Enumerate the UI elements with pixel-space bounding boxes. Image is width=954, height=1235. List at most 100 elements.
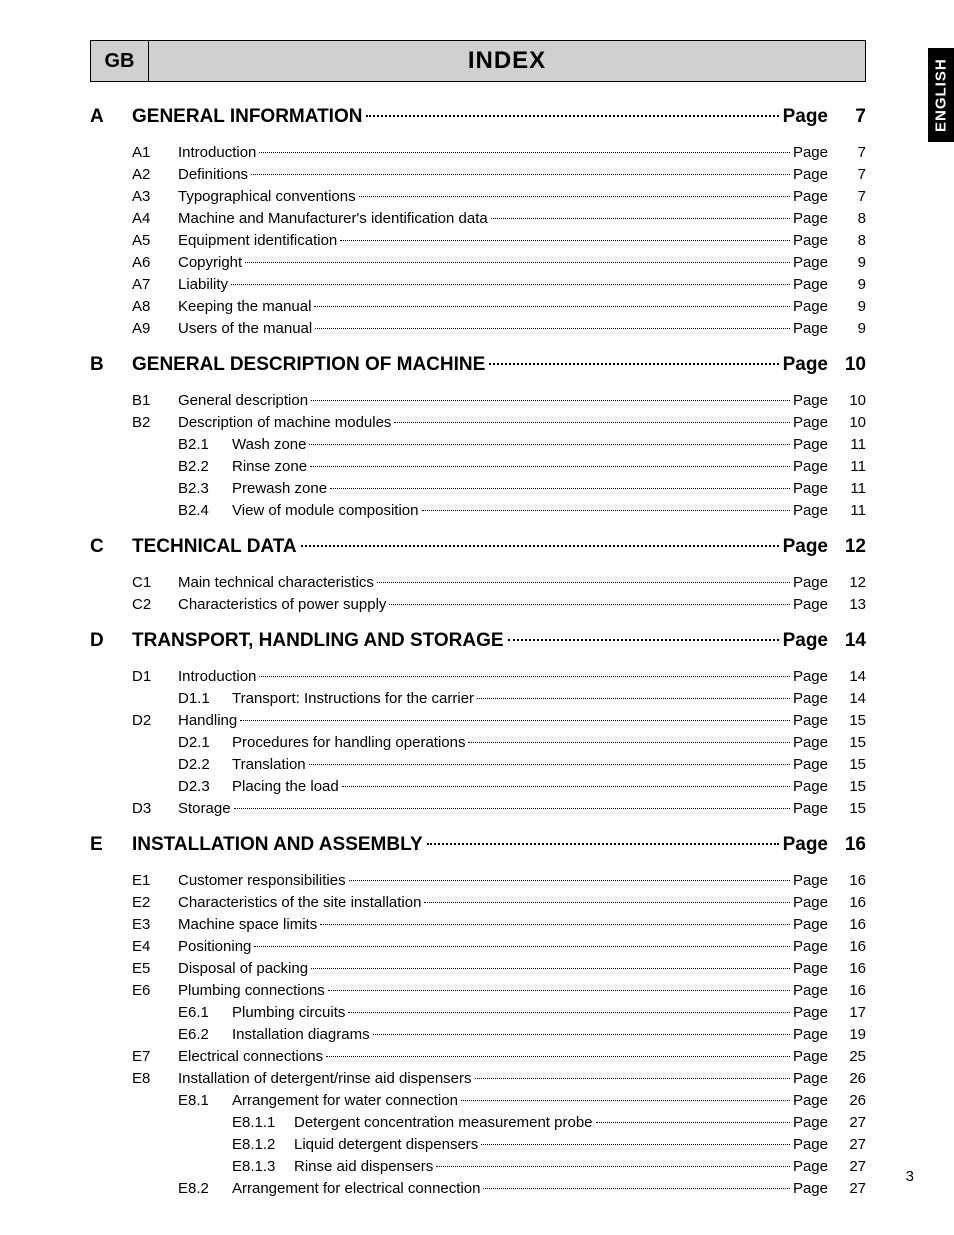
item-code: A4 — [132, 208, 178, 230]
item-code: C2 — [132, 594, 178, 616]
index-subitem: D2.2TranslationPage15 — [90, 754, 866, 776]
item-code: D3 — [132, 798, 178, 820]
page-number: 16 — [828, 834, 866, 856]
subitem-text: Transport: Instructions for the carrier — [232, 688, 474, 710]
page-word: Page — [793, 390, 828, 412]
item-code: D1 — [132, 666, 178, 688]
item-code: E2 — [132, 892, 178, 914]
item-code: A5 — [132, 230, 178, 252]
page-word: Page — [793, 870, 828, 892]
page-word: Page — [793, 500, 828, 522]
index-item: A2DefinitionsPage7 — [90, 164, 866, 186]
item-code: E7 — [132, 1046, 178, 1068]
section-title: INSTALLATION AND ASSEMBLY — [132, 834, 423, 856]
page-number: 15 — [828, 776, 866, 798]
index-subitem: E6.2Installation diagramsPage19 — [90, 1024, 866, 1046]
subsubitem-code: E8.1.2 — [232, 1134, 294, 1156]
index-subitem: E8.2Arrangement for electrical connectio… — [90, 1178, 866, 1200]
index-subsubitem: E8.1.2Liquid detergent dispensersPage27 — [90, 1134, 866, 1156]
index-item: A4Machine and Manufacturer's identificat… — [90, 208, 866, 230]
subitem-text: Rinse zone — [232, 456, 307, 478]
page-number: 11 — [828, 456, 866, 478]
section-letter: D — [90, 630, 132, 652]
item-text: Equipment identification — [178, 230, 337, 252]
page-word: Page — [793, 1178, 828, 1200]
page-word: Page — [783, 630, 828, 652]
item-code: E3 — [132, 914, 178, 936]
page-word: Page — [793, 208, 828, 230]
item-code: A2 — [132, 164, 178, 186]
page-word: Page — [793, 1156, 828, 1178]
page-word: Page — [793, 892, 828, 914]
section-title: GENERAL INFORMATION — [132, 106, 362, 128]
index-item: C2Characteristics of power supplyPage13 — [90, 594, 866, 616]
index-item: A9Users of the manualPage9 — [90, 318, 866, 340]
page-number: 27 — [828, 1134, 866, 1156]
page-number: 9 — [828, 274, 866, 296]
subsubitem-code: E8.1.1 — [232, 1112, 294, 1134]
subsubitem-text: Rinse aid dispensers — [294, 1156, 433, 1178]
page-number: 9 — [828, 252, 866, 274]
index-subitem: E6.1Plumbing circuitsPage17 — [90, 1002, 866, 1024]
item-code: E4 — [132, 936, 178, 958]
subitem-code: D2.1 — [178, 732, 232, 754]
index-subitem: B2.2Rinse zonePage11 — [90, 456, 866, 478]
subitem-code: E8.1 — [178, 1090, 232, 1112]
item-text: General description — [178, 390, 308, 412]
index-subitem: B2.3Prewash zonePage11 — [90, 478, 866, 500]
subitem-text: Procedures for handling operations — [232, 732, 465, 754]
page-number: 27 — [828, 1156, 866, 1178]
subitem-text: Installation diagrams — [232, 1024, 370, 1046]
section-letter: A — [90, 106, 132, 128]
section-header: BGENERAL DESCRIPTION OF MACHINE Page10 — [90, 354, 866, 376]
subsubitem-text: Detergent concentration measurement prob… — [294, 1112, 593, 1134]
header-bar: GB INDEX — [90, 40, 866, 82]
subitem-code: D2.2 — [178, 754, 232, 776]
index-item: A5Equipment identificationPage8 — [90, 230, 866, 252]
item-code: E8 — [132, 1068, 178, 1090]
subsubitem-code: E8.1.3 — [232, 1156, 294, 1178]
page-word: Page — [793, 230, 828, 252]
page-word: Page — [793, 478, 828, 500]
index-subitem: E8.1Arrangement for water connectionPage… — [90, 1090, 866, 1112]
page-word: Page — [793, 666, 828, 688]
item-text: Positioning — [178, 936, 251, 958]
item-text: Characteristics of power supply — [178, 594, 386, 616]
subitem-text: Arrangement for water connection — [232, 1090, 458, 1112]
item-text: Description of machine modules — [178, 412, 391, 434]
page-number: 3 — [906, 1168, 914, 1185]
index-subsubitem: E8.1.3Rinse aid dispensers Page27 — [90, 1156, 866, 1178]
page-number: 14 — [828, 666, 866, 688]
index-item: E3Machine space limitsPage16 — [90, 914, 866, 936]
subitem-code: B2.3 — [178, 478, 232, 500]
page-word: Page — [793, 936, 828, 958]
page-number: 9 — [828, 296, 866, 318]
section-header: DTRANSPORT, HANDLING AND STORAGE Page14 — [90, 630, 866, 652]
item-text: Storage — [178, 798, 231, 820]
section-letter: B — [90, 354, 132, 376]
page-word: Page — [793, 164, 828, 186]
page-number: 12 — [828, 536, 866, 558]
subitem-text: Translation — [232, 754, 306, 776]
page-word: Page — [793, 1068, 828, 1090]
page-number: 7 — [828, 106, 866, 128]
subitem-code: D2.3 — [178, 776, 232, 798]
index-subitem: D1.1Transport: Instructions for the carr… — [90, 688, 866, 710]
item-text: Liability — [178, 274, 228, 296]
item-code: C1 — [132, 572, 178, 594]
subitem-text: Wash zone — [232, 434, 306, 456]
item-code: E6 — [132, 980, 178, 1002]
page-word: Page — [793, 776, 828, 798]
page-word: Page — [783, 536, 828, 558]
index-item: E7Electrical connectionsPage25 — [90, 1046, 866, 1068]
item-code: B1 — [132, 390, 178, 412]
item-text: Electrical connections — [178, 1046, 323, 1068]
index-item: E6Plumbing connectionsPage16 — [90, 980, 866, 1002]
item-code: E5 — [132, 958, 178, 980]
page-word: Page — [793, 434, 828, 456]
subsubitem-text: Liquid detergent dispensers — [294, 1134, 478, 1156]
page-word: Page — [793, 688, 828, 710]
page-number: 26 — [828, 1068, 866, 1090]
page-number: 11 — [828, 434, 866, 456]
item-text: Copyright — [178, 252, 242, 274]
